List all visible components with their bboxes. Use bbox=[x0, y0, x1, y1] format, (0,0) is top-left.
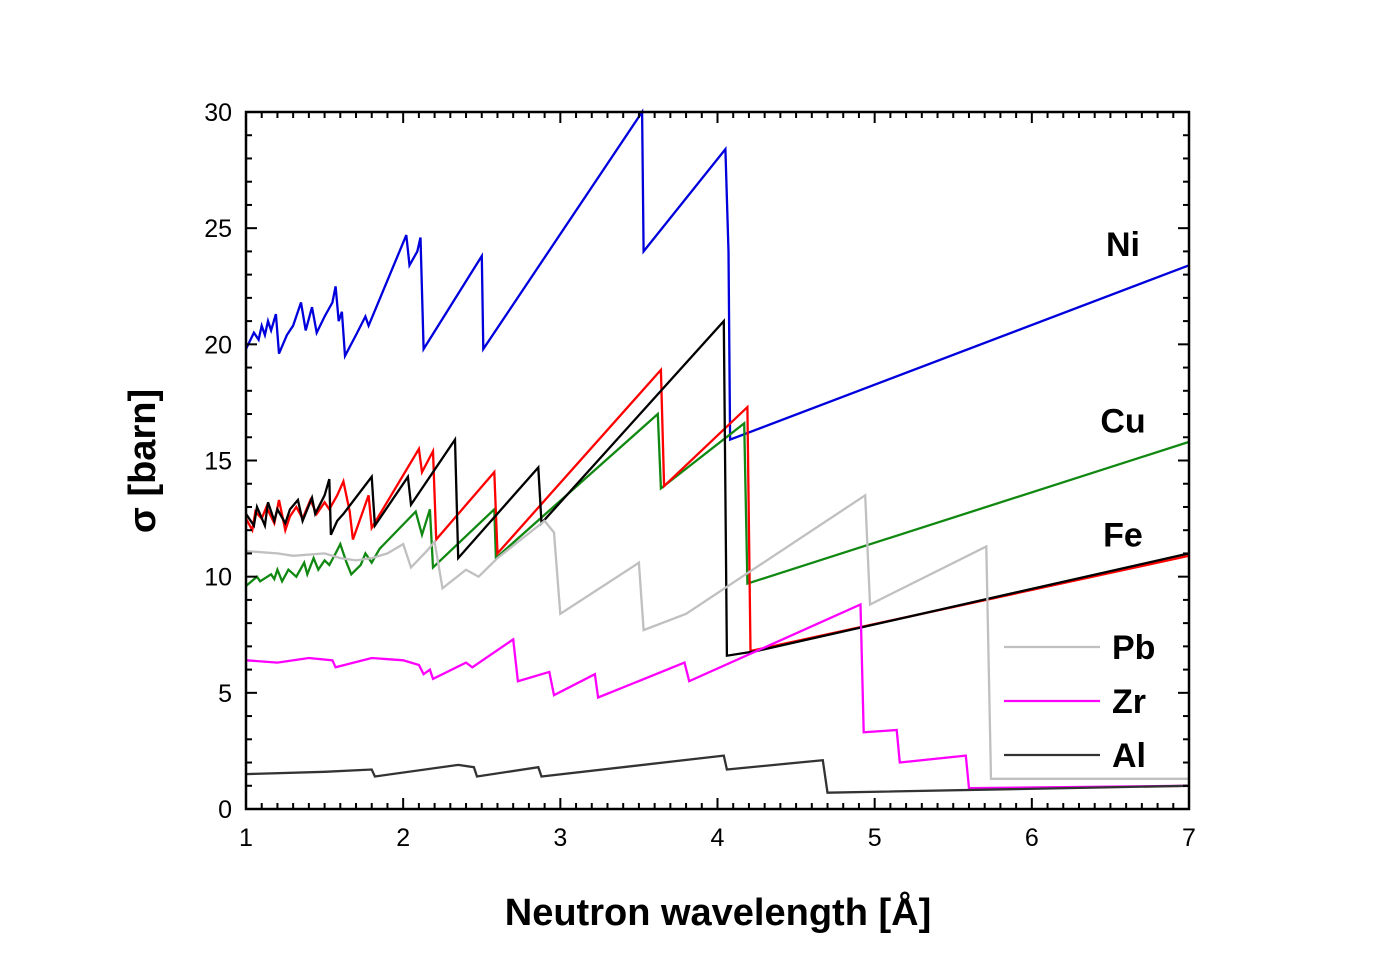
x-axis-title: Neutron wavelength [Å] bbox=[505, 890, 931, 934]
x-tick-label: 3 bbox=[553, 824, 567, 852]
y-axis-title: σ [barn] bbox=[122, 389, 164, 533]
x-tick-label: 4 bbox=[711, 824, 725, 852]
series-label-ni: Ni bbox=[1106, 226, 1140, 264]
x-tick-label: 1 bbox=[239, 824, 253, 852]
legend: Pb Zr Al bbox=[1004, 629, 1155, 775]
plot-frame bbox=[244, 110, 1191, 811]
y-tick-label: 25 bbox=[204, 215, 232, 243]
series-label-fe: Fe bbox=[1103, 516, 1143, 554]
y-tick-label: 15 bbox=[204, 448, 232, 476]
x-tick-label: 5 bbox=[868, 824, 882, 852]
y-tick-label: 0 bbox=[218, 796, 232, 824]
series-label-cu: Cu bbox=[1100, 403, 1145, 441]
y-tick-label: 10 bbox=[204, 564, 232, 592]
y-tick-label: 5 bbox=[218, 680, 232, 708]
series-line-0 bbox=[244, 108, 1190, 442]
tick-labels: 1 2 3 4 5 6 7 0 5 10 15 20 25 30 bbox=[204, 99, 1196, 852]
series-line-4 bbox=[245, 493, 1189, 780]
series-line-6 bbox=[245, 754, 1190, 794]
legend-label-al: Al bbox=[1112, 737, 1146, 775]
axis-ticks bbox=[245, 111, 1190, 810]
series-line-3 bbox=[245, 318, 1190, 658]
plot-lines bbox=[244, 108, 1190, 794]
y-tick-label: 20 bbox=[204, 331, 232, 359]
legend-label-zr: Zr bbox=[1112, 683, 1146, 721]
y-tick-label: 30 bbox=[204, 99, 232, 127]
series-line-2 bbox=[244, 366, 1190, 653]
x-tick-label: 2 bbox=[396, 824, 410, 852]
x-tick-label: 7 bbox=[1182, 824, 1196, 852]
legend-label-pb: Pb bbox=[1112, 629, 1155, 667]
inline-series-labels: Ni Cu Fe bbox=[1100, 226, 1145, 554]
series-line-5 bbox=[245, 602, 1190, 790]
series-line-1 bbox=[245, 411, 1190, 587]
x-tick-label: 6 bbox=[1025, 824, 1039, 852]
